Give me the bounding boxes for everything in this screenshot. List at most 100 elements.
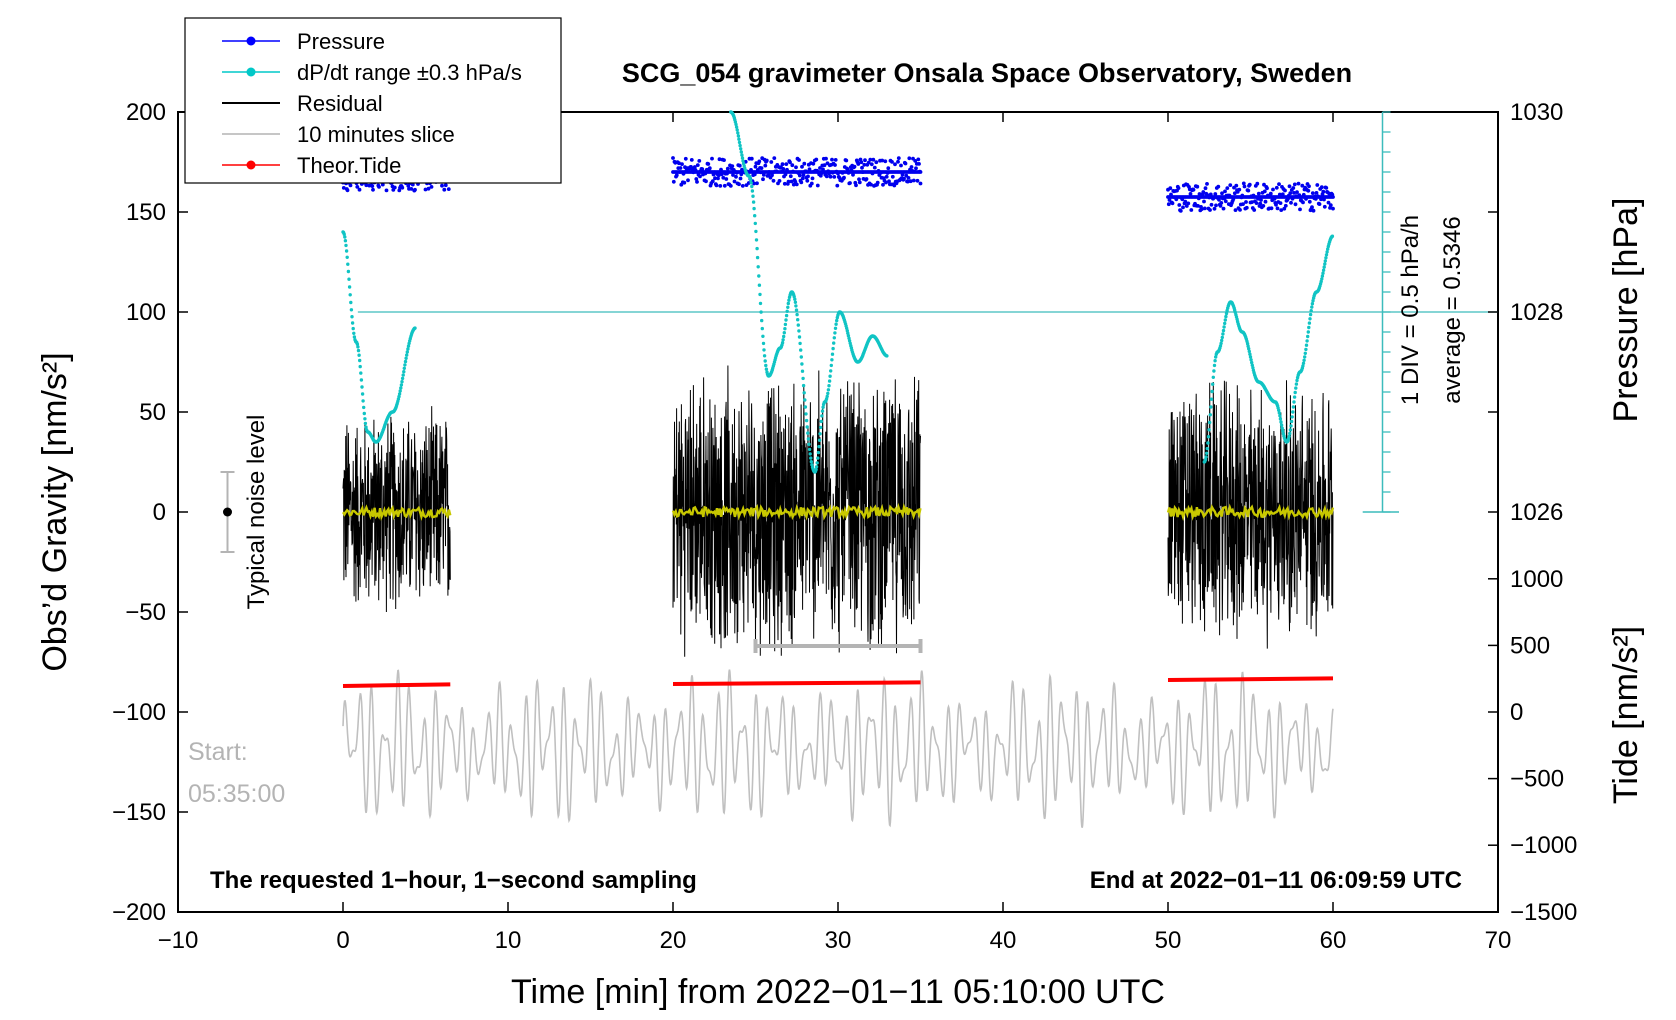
- dpdt-point: [343, 239, 348, 243]
- pressure-point: [678, 166, 683, 170]
- x-tick-label: 60: [1320, 927, 1347, 954]
- pressure-point: [695, 163, 700, 168]
- pressure-point: [777, 179, 782, 183]
- tide-tick-label: 500: [1510, 632, 1550, 659]
- dpdt-point: [342, 232, 346, 236]
- pressure-point: [1275, 206, 1280, 211]
- dpdt-point: [834, 322, 838, 326]
- dpdt-point: [761, 341, 766, 346]
- pressure-point: [753, 164, 758, 169]
- pressure-point: [814, 157, 819, 162]
- legend-swatch-marker: [246, 36, 256, 46]
- dpdt-point: [1210, 389, 1214, 394]
- pressure-point: [1310, 205, 1314, 210]
- pressure-point: [410, 182, 415, 187]
- pressure-point: [848, 181, 852, 185]
- pressure-point: [718, 184, 723, 188]
- dpdt-point: [819, 419, 823, 424]
- legend-swatch-marker: [246, 67, 256, 77]
- pressure-point: [1221, 206, 1226, 211]
- tide-tick-label: −500: [1510, 766, 1564, 793]
- dpdt-point: [1212, 369, 1216, 373]
- pressure-point: [671, 156, 675, 160]
- dpdt-point: [817, 444, 821, 449]
- pressure-point: [830, 157, 834, 162]
- y-tick-label: 0: [153, 499, 166, 526]
- pressure-point: [1166, 202, 1171, 207]
- dpdt-point: [1304, 343, 1309, 347]
- pressure-point: [1209, 202, 1214, 207]
- pressure-point: [797, 173, 802, 178]
- legend-label: 10 minutes slice: [297, 122, 455, 147]
- dpdt-point: [794, 308, 799, 312]
- dpdt-point: [780, 341, 785, 345]
- pressure-tick-label: 1026: [1510, 499, 1563, 526]
- pressure-point: [1217, 197, 1221, 202]
- pressure-point: [683, 156, 688, 161]
- dpdt-point: [398, 389, 402, 393]
- pressure-point: [1292, 191, 1296, 195]
- smoothed-residual-line: [671, 502, 922, 521]
- dpdt-point: [785, 309, 789, 313]
- x-tick-label: 40: [990, 927, 1017, 954]
- pressure-point: [1223, 199, 1228, 204]
- dpdt-point: [356, 345, 360, 349]
- pressure-point: [1307, 184, 1311, 189]
- dpdt-point: [784, 318, 788, 322]
- dpdt-point: [358, 358, 362, 363]
- pressure-point: [706, 162, 711, 166]
- dpdt-point: [362, 411, 366, 416]
- pressure-point: [1265, 186, 1269, 191]
- dpdt-point: [757, 274, 761, 278]
- dpdt-point: [346, 262, 350, 266]
- dpdt-point: [345, 255, 349, 259]
- pressure-point: [755, 181, 759, 186]
- legend-label: Theor.Tide: [297, 153, 401, 178]
- dpdt-point: [1220, 335, 1225, 340]
- dpdt-point: [830, 358, 834, 362]
- dpdt-point: [1310, 305, 1314, 309]
- pressure-point: [1252, 208, 1257, 212]
- pressure-point: [1306, 188, 1311, 193]
- dpdt-point: [1292, 395, 1297, 399]
- dpdt-point: [1288, 428, 1293, 432]
- pressure-point: [737, 182, 741, 187]
- pressure-point: [364, 183, 369, 188]
- dpdt-point: [793, 300, 798, 304]
- dpdt-point: [1247, 347, 1251, 351]
- pressure-point: [1301, 200, 1305, 205]
- pressure-point: [1218, 204, 1223, 208]
- dpdt-point: [786, 305, 790, 309]
- pressure-point: [815, 183, 820, 188]
- pressure-point: [686, 178, 690, 183]
- dpdt-point: [399, 383, 404, 387]
- pressure-point: [800, 164, 804, 169]
- pressure-point: [423, 187, 428, 192]
- y-tick-label: 50: [139, 399, 166, 426]
- dpdt-point: [814, 467, 818, 472]
- dpdt-point: [757, 283, 762, 287]
- pressure-point: [1291, 186, 1296, 190]
- dpdt-point: [754, 238, 759, 242]
- dpdt-point: [1306, 330, 1311, 334]
- tide-axis-title: Tide [nm/s²]: [1607, 626, 1645, 804]
- pressure-point: [786, 179, 791, 184]
- dpdt-point: [739, 150, 743, 154]
- pressure-point: [731, 173, 735, 177]
- pressure-point: [1244, 200, 1248, 204]
- x-tick-label: 10: [495, 927, 522, 954]
- dpdt-point: [819, 425, 823, 430]
- dpdt-point: [800, 362, 804, 366]
- pressure-point: [1317, 202, 1322, 207]
- pressure-point: [1295, 190, 1299, 195]
- y-tick-label: 200: [126, 99, 166, 126]
- dpdt-point: [357, 353, 361, 357]
- pressure-point: [348, 183, 353, 188]
- pressure-point: [828, 174, 833, 179]
- chart-title: SCG_054 gravimeter Onsala Space Observat…: [622, 58, 1352, 88]
- pressure-point: [856, 162, 861, 166]
- dpdt-point: [1326, 247, 1330, 251]
- pressure-point: [1258, 201, 1263, 206]
- dpdt-point: [362, 405, 366, 410]
- pressure-point: [1269, 206, 1274, 211]
